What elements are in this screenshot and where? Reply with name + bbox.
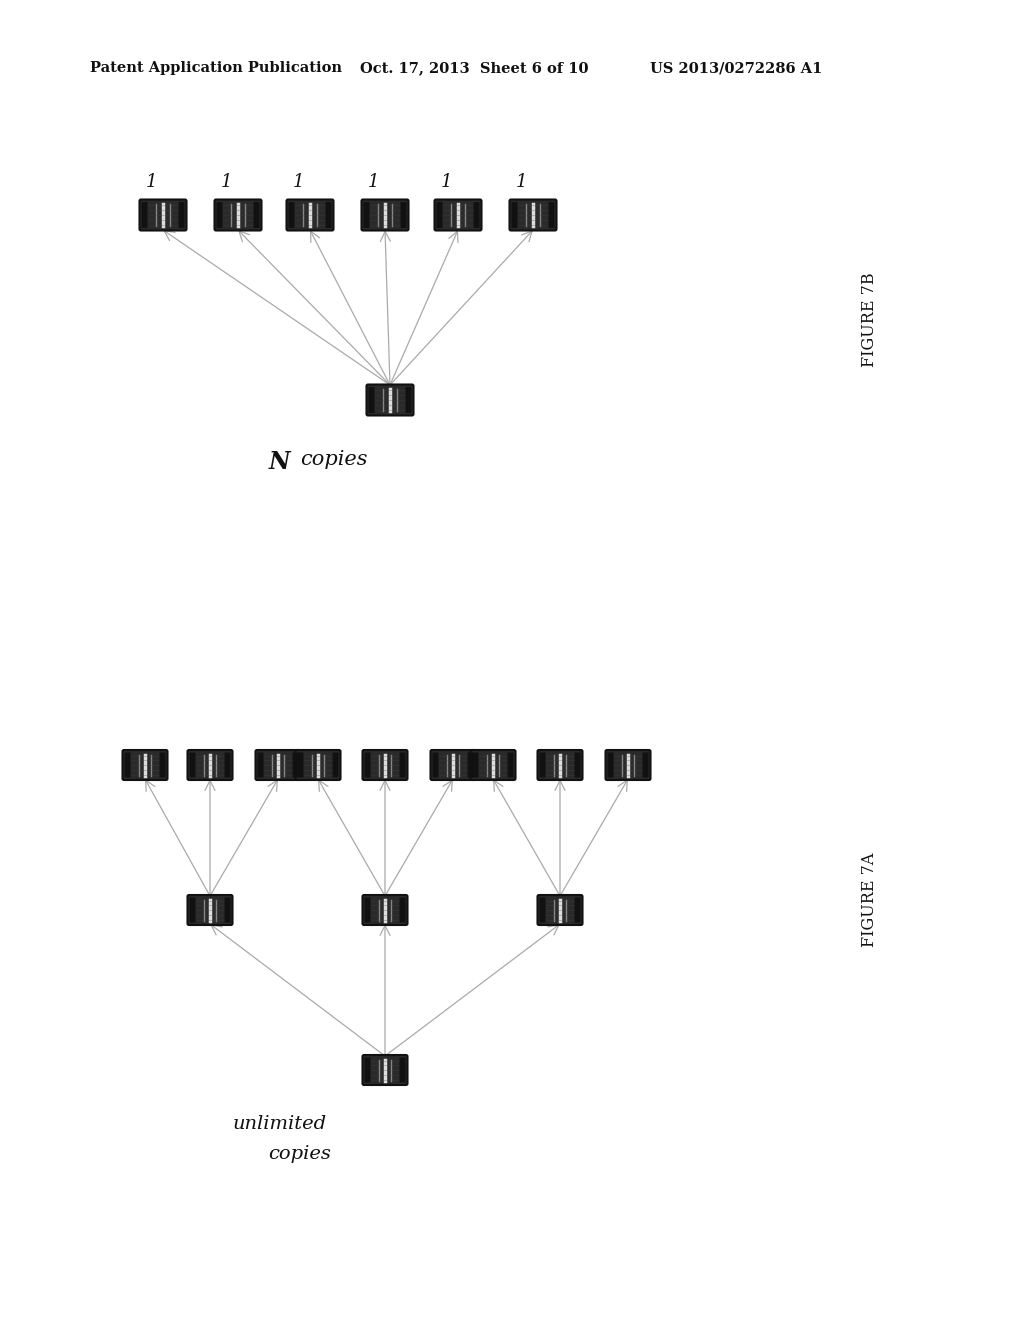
FancyBboxPatch shape — [434, 199, 481, 231]
FancyBboxPatch shape — [369, 387, 375, 413]
FancyBboxPatch shape — [187, 750, 232, 780]
FancyBboxPatch shape — [365, 898, 371, 923]
FancyBboxPatch shape — [287, 199, 334, 231]
FancyBboxPatch shape — [538, 750, 583, 780]
FancyBboxPatch shape — [365, 752, 371, 777]
FancyBboxPatch shape — [123, 750, 168, 780]
FancyBboxPatch shape — [540, 752, 546, 777]
Text: Patent Application Publication: Patent Application Publication — [90, 61, 342, 75]
FancyBboxPatch shape — [400, 202, 407, 228]
FancyBboxPatch shape — [365, 1057, 371, 1082]
FancyBboxPatch shape — [362, 750, 408, 780]
Text: copies: copies — [268, 1144, 332, 1163]
FancyBboxPatch shape — [470, 750, 515, 780]
FancyBboxPatch shape — [436, 202, 442, 228]
FancyBboxPatch shape — [362, 895, 408, 925]
FancyBboxPatch shape — [189, 898, 196, 923]
FancyBboxPatch shape — [214, 199, 261, 231]
FancyBboxPatch shape — [141, 202, 147, 228]
FancyBboxPatch shape — [473, 202, 479, 228]
Text: FIGURE 7B: FIGURE 7B — [861, 273, 879, 367]
Text: 1: 1 — [292, 173, 304, 191]
Text: Oct. 17, 2013  Sheet 6 of 10: Oct. 17, 2013 Sheet 6 of 10 — [360, 61, 589, 75]
Text: 1: 1 — [368, 173, 379, 191]
FancyBboxPatch shape — [189, 752, 196, 777]
FancyBboxPatch shape — [605, 750, 650, 780]
FancyBboxPatch shape — [574, 898, 581, 923]
FancyBboxPatch shape — [125, 752, 130, 777]
FancyBboxPatch shape — [216, 202, 222, 228]
FancyBboxPatch shape — [472, 752, 478, 777]
FancyBboxPatch shape — [399, 752, 406, 777]
FancyBboxPatch shape — [399, 1057, 406, 1082]
Text: 1: 1 — [515, 173, 526, 191]
FancyBboxPatch shape — [289, 202, 295, 228]
FancyBboxPatch shape — [607, 752, 613, 777]
FancyBboxPatch shape — [256, 750, 300, 780]
Text: 1: 1 — [440, 173, 452, 191]
Text: FIGURE 7A: FIGURE 7A — [861, 853, 879, 948]
FancyBboxPatch shape — [139, 199, 186, 231]
FancyBboxPatch shape — [293, 752, 299, 777]
FancyBboxPatch shape — [540, 898, 546, 923]
Text: copies: copies — [300, 450, 368, 469]
FancyBboxPatch shape — [432, 752, 438, 777]
FancyBboxPatch shape — [468, 752, 473, 777]
FancyBboxPatch shape — [642, 752, 648, 777]
Text: 1: 1 — [220, 173, 231, 191]
FancyBboxPatch shape — [333, 752, 339, 777]
Text: N: N — [268, 450, 290, 474]
FancyBboxPatch shape — [257, 752, 263, 777]
FancyBboxPatch shape — [326, 202, 332, 228]
FancyBboxPatch shape — [178, 202, 184, 228]
FancyBboxPatch shape — [574, 752, 581, 777]
FancyBboxPatch shape — [430, 750, 475, 780]
FancyBboxPatch shape — [406, 387, 412, 413]
FancyBboxPatch shape — [361, 199, 409, 231]
Text: 1: 1 — [145, 173, 157, 191]
FancyBboxPatch shape — [187, 895, 232, 925]
FancyBboxPatch shape — [160, 752, 166, 777]
Text: US 2013/0272286 A1: US 2013/0272286 A1 — [650, 61, 822, 75]
FancyBboxPatch shape — [364, 202, 370, 228]
FancyBboxPatch shape — [510, 199, 556, 231]
FancyBboxPatch shape — [508, 752, 513, 777]
FancyBboxPatch shape — [254, 202, 259, 228]
FancyBboxPatch shape — [367, 384, 414, 416]
FancyBboxPatch shape — [224, 752, 230, 777]
FancyBboxPatch shape — [224, 898, 230, 923]
FancyBboxPatch shape — [538, 895, 583, 925]
FancyBboxPatch shape — [362, 1055, 408, 1085]
FancyBboxPatch shape — [298, 752, 303, 777]
FancyBboxPatch shape — [512, 202, 517, 228]
Text: unlimited: unlimited — [232, 1115, 327, 1133]
FancyBboxPatch shape — [399, 898, 406, 923]
FancyBboxPatch shape — [549, 202, 555, 228]
FancyBboxPatch shape — [296, 750, 341, 780]
